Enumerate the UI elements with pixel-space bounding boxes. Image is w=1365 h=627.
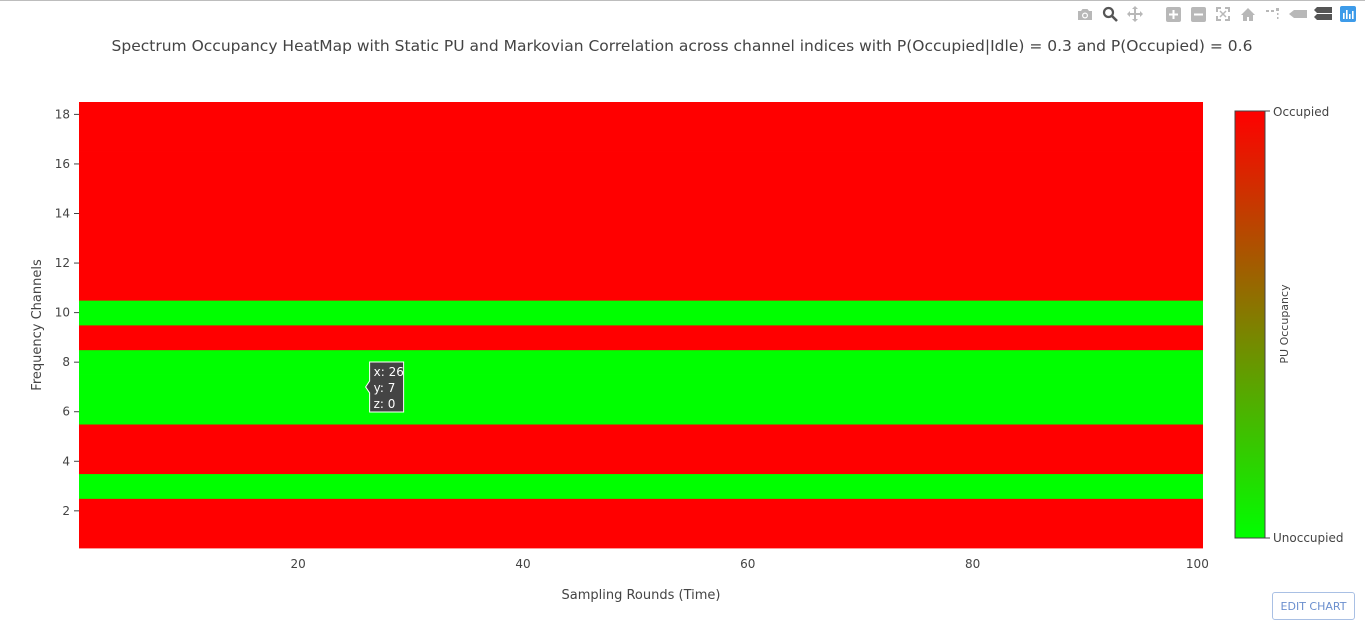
y-tick-label: 14 xyxy=(55,207,70,221)
edit-chart-button[interactable]: EDIT CHART xyxy=(1272,592,1355,620)
hover-closest-icon[interactable] xyxy=(1289,5,1307,23)
plotly-logo-icon[interactable] xyxy=(1339,5,1357,23)
heatmap-row-channel-5[interactable] xyxy=(79,424,1203,450)
y-axis-label: Frequency Channels xyxy=(30,259,45,391)
y-axis: 2 4 6 8 10 12 14 16 18 xyxy=(55,107,79,518)
x-tick-label: 80 xyxy=(965,557,980,571)
heatmap-row-channel-9[interactable] xyxy=(79,325,1203,351)
colorbar-title: PU Occupancy xyxy=(1278,284,1291,364)
heatmap-row-channel-1[interactable] xyxy=(79,523,1203,549)
hover-z-value: z: 0 xyxy=(374,397,396,411)
y-tick-label: 10 xyxy=(55,306,70,320)
heatmap-row-channel-2[interactable] xyxy=(79,498,1203,524)
heatmap-layer[interactable] xyxy=(79,102,1203,549)
hover-x-value: x: 26 xyxy=(374,365,404,379)
camera-icon[interactable] xyxy=(1076,5,1094,23)
x-tick-label: 20 xyxy=(291,557,306,571)
heatmap-row-channel-17[interactable] xyxy=(79,126,1203,152)
hover-y-value: y: 7 xyxy=(374,381,396,395)
heatmap-row-channel-16[interactable] xyxy=(79,151,1203,177)
home-icon[interactable] xyxy=(1239,5,1257,23)
spike-lines-icon[interactable] xyxy=(1264,5,1282,23)
heatmap-row-channel-4[interactable] xyxy=(79,448,1203,475)
heatmap-row-channel-18[interactable] xyxy=(79,102,1203,128)
zoom-out-icon[interactable] xyxy=(1189,5,1207,23)
modebar xyxy=(1076,5,1357,23)
chart-title: Spectrum Occupancy HeatMap with Static P… xyxy=(112,37,1253,55)
y-tick-label: 6 xyxy=(62,405,70,419)
zoom-in-icon[interactable] xyxy=(1164,5,1182,23)
heatmap-row-channel-11[interactable] xyxy=(79,275,1203,301)
autoscale-icon[interactable] xyxy=(1214,5,1232,23)
x-tick-label: 100 xyxy=(1186,557,1209,571)
x-axis-label: Sampling Rounds (Time) xyxy=(562,588,721,603)
x-tick-label: 40 xyxy=(515,557,530,571)
y-tick-label: 2 xyxy=(62,504,70,518)
heatmap-row-channel-13[interactable] xyxy=(79,225,1203,252)
colorbar: Occupied Unoccupied PU Occupancy xyxy=(1234,105,1343,545)
heatmap-row-channel-3[interactable] xyxy=(79,473,1203,499)
y-tick-label: 12 xyxy=(55,256,70,270)
hover-tooltip: x: 26 y: 7 z: 0 xyxy=(365,361,405,413)
colorbar-gradient xyxy=(1234,110,1266,539)
heatmap-row-channel-15[interactable] xyxy=(79,176,1203,202)
heatmap-row-channel-10[interactable] xyxy=(79,300,1203,326)
y-tick-label: 16 xyxy=(55,157,70,171)
heatmap-row-channel-14[interactable] xyxy=(79,201,1203,227)
y-tick-label: 8 xyxy=(62,355,70,369)
hover-compare-icon[interactable] xyxy=(1314,5,1332,23)
y-tick-label: 4 xyxy=(62,454,70,468)
heatmap-row-channel-6[interactable] xyxy=(79,399,1203,425)
pan-icon[interactable] xyxy=(1126,5,1144,23)
heatmap-row-channel-12[interactable] xyxy=(79,250,1203,276)
zoom-icon[interactable] xyxy=(1101,5,1119,23)
heatmap-row-channel-7[interactable] xyxy=(79,374,1203,400)
colorbar-bottom-label: Unoccupied xyxy=(1273,531,1343,545)
hover-tooltip-box xyxy=(365,361,405,413)
y-tick-label: 18 xyxy=(55,107,70,121)
colorbar-top-label: Occupied xyxy=(1273,105,1329,119)
x-axis: 20 40 60 80 100 xyxy=(291,557,1209,571)
x-tick-label: 60 xyxy=(740,557,755,571)
heatmap-row-channel-8[interactable] xyxy=(79,349,1203,375)
